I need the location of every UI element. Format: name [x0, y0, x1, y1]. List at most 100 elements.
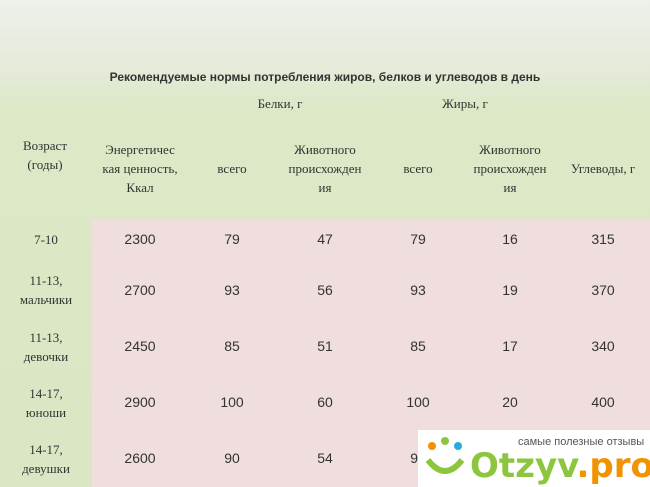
text-line: 2300 — [124, 230, 156, 247]
text-line: 400 — [591, 394, 615, 410]
text-line: 14-17, — [29, 441, 63, 457]
text-line: 20 — [502, 394, 518, 410]
value-cell: 93 — [373, 262, 463, 317]
text-line: девушки — [22, 460, 70, 476]
age-cell: 7-10 — [0, 220, 92, 258]
text-line: Углеводы, г — [570, 160, 636, 176]
text-line: 79 — [224, 230, 240, 247]
text-line: мальчики — [19, 292, 73, 307]
text-line: юноши — [25, 404, 67, 420]
text-line: 47 — [317, 230, 333, 247]
text-line: девочки — [23, 348, 69, 364]
value-cell: 340 — [556, 318, 650, 374]
text-line: 11-13, — [29, 273, 63, 288]
value-cell: 2450 — [92, 318, 188, 374]
text-line: 85 — [410, 338, 426, 354]
watermark-tagline: самые полезные отзывы — [518, 436, 645, 448]
text-line: 7-10 — [34, 231, 58, 247]
watermark-logo: Otzyv.pro — [470, 446, 650, 486]
value-cell: 85 — [373, 318, 463, 374]
text-line: 2600 — [124, 450, 156, 466]
text-line: происхожден — [288, 160, 362, 176]
group-header: Жиры, г — [405, 92, 525, 114]
text-line: 79 — [410, 230, 426, 247]
text-line: ия — [318, 179, 332, 195]
text-line: 51 — [317, 338, 333, 354]
text-line: 100 — [406, 394, 430, 410]
logo-suffix: .pro — [576, 446, 650, 486]
text-line: 90 — [224, 450, 240, 466]
text-line: 370 — [591, 281, 615, 298]
text-line: 93 — [410, 281, 426, 298]
value-cell: 100 — [187, 375, 277, 429]
value-cell: 19 — [462, 262, 558, 317]
text-line: 315 — [591, 230, 615, 247]
text-line: 85 — [224, 338, 240, 354]
value-cell: 370 — [556, 262, 650, 317]
value-cell: 2600 — [92, 430, 188, 486]
value-cell: 51 — [277, 318, 373, 374]
text-line: Ккал — [126, 179, 154, 195]
value-cell: 90 — [187, 430, 277, 486]
value-cell: 54 — [277, 430, 373, 486]
text-line: 2450 — [124, 338, 156, 354]
age-cell: 14-17, девушки — [0, 430, 92, 487]
value-cell: 315 — [556, 220, 650, 257]
text-line: происхожден — [473, 160, 547, 176]
age-cell: 14-17, юноши — [0, 375, 92, 430]
text-line: 56 — [317, 281, 333, 298]
text-line: 2900 — [124, 394, 156, 410]
text-line: кая ценность, — [102, 160, 178, 176]
text-line: 100 — [220, 394, 244, 410]
text-line: Жиры, г — [442, 95, 488, 111]
value-cell: 56 — [277, 262, 373, 317]
value-cell: 93 — [187, 262, 277, 317]
text-line: 17 — [502, 338, 518, 354]
column-header: Возраст (годы) — [0, 100, 90, 210]
age-cell: 11-13, девочки — [0, 318, 92, 375]
age-cell: 11-13, мальчики — [0, 262, 92, 318]
group-header: Белки, г — [220, 92, 340, 114]
watermark — [418, 430, 650, 487]
text-line: ия — [503, 179, 517, 195]
text-line: Белки, г — [257, 95, 303, 111]
text-line: 19 — [502, 281, 518, 298]
column-header: всего — [373, 118, 463, 218]
text-line: 93 — [224, 281, 240, 298]
table-title: Рекомендуемые нормы потребления жиров, б… — [109, 70, 541, 84]
watermark-icon — [425, 437, 465, 474]
text-line: (годы) — [27, 157, 63, 172]
value-cell: 47 — [277, 220, 373, 257]
value-cell: 2700 — [92, 262, 188, 317]
value-cell: 17 — [462, 318, 558, 374]
text-line: 2700 — [124, 281, 156, 298]
value-cell: 60 — [277, 375, 373, 429]
value-cell: 16 — [462, 220, 558, 257]
text-line: Энергетичес — [105, 141, 175, 157]
value-cell: 79 — [373, 220, 463, 257]
value-cell: 400 — [556, 375, 650, 429]
column-header: Животного происхожден ия — [462, 118, 558, 218]
value-cell: 85 — [187, 318, 277, 374]
text-line: 340 — [591, 338, 615, 354]
column-header: Энергетичес кая ценность, Ккал — [92, 118, 188, 218]
column-header: Животного происхожден ия — [277, 118, 373, 218]
text-line: Животного — [479, 141, 541, 157]
logo-main: Otzyv — [470, 446, 577, 486]
value-cell: 79 — [187, 220, 277, 257]
text-line: 60 — [317, 394, 333, 410]
value-cell: 100 — [373, 375, 463, 429]
value-cell: 2900 — [92, 375, 188, 429]
column-header: всего — [187, 118, 277, 218]
text-line: 14-17, — [29, 385, 63, 401]
text-line: 11-13, — [29, 329, 63, 345]
column-header: Углеводы, г — [556, 118, 650, 218]
text-line: Животного — [294, 141, 356, 157]
text-line: всего — [217, 160, 247, 176]
value-cell: 20 — [462, 375, 558, 429]
text-line: 54 — [317, 450, 333, 466]
text-line: Возраст — [22, 138, 68, 153]
text-line: всего — [403, 160, 433, 176]
value-cell: 2300 — [92, 220, 188, 257]
